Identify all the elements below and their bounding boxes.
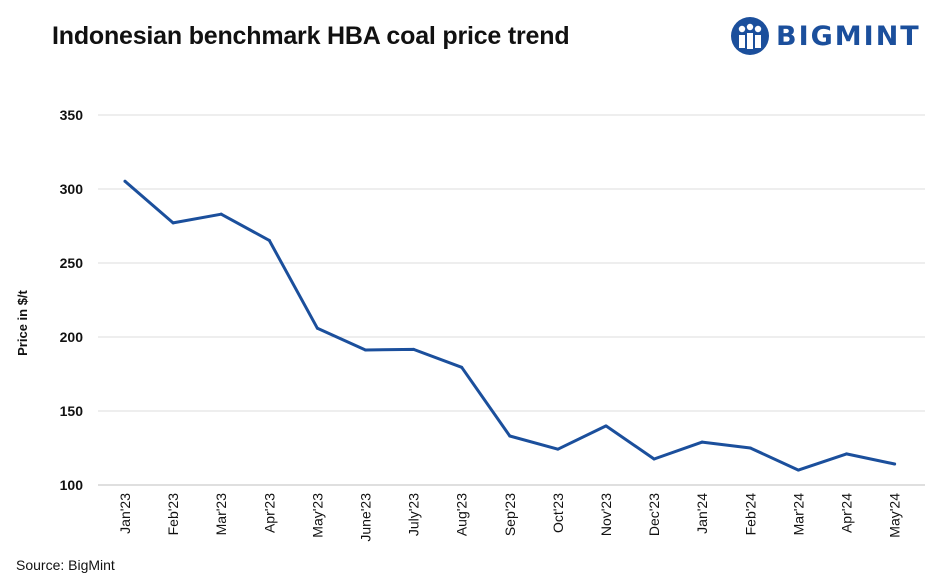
x-tick-label: Apr'24 — [839, 493, 855, 533]
x-tick-label: Oct'23 — [550, 493, 566, 533]
data-point — [171, 221, 175, 225]
data-point — [845, 452, 848, 456]
data-point — [604, 424, 608, 428]
y-tick-label: 150 — [60, 403, 84, 419]
y-axis-label: Price in $/t — [15, 289, 30, 355]
bigmint-logo-icon — [731, 17, 769, 55]
y-tick-label: 300 — [60, 181, 84, 197]
data-point — [652, 457, 656, 461]
data-point — [700, 440, 704, 444]
x-tick-label: Sep'23 — [502, 493, 518, 536]
data-point — [267, 238, 271, 242]
data-point — [219, 212, 223, 216]
y-tick-label: 350 — [60, 107, 84, 123]
brand-logo: BIGMINT — [730, 14, 921, 58]
data-point — [123, 179, 127, 183]
series-line — [123, 179, 897, 472]
data-point — [315, 326, 319, 330]
data-point — [460, 365, 464, 369]
x-tick-label: May'23 — [309, 493, 325, 538]
x-tick-label: Nov'23 — [598, 493, 614, 536]
x-tick-label: Feb'24 — [742, 493, 758, 536]
chart-title: Indonesian benchmark HBA coal price tren… — [52, 22, 570, 50]
data-point — [796, 468, 800, 472]
data-point — [556, 447, 560, 451]
x-tick-label: May'24 — [887, 493, 903, 538]
x-tick-label: Apr'23 — [261, 493, 277, 533]
data-point — [364, 348, 367, 352]
x-tick-label: Dec'23 — [646, 493, 662, 536]
y-tick-label: 100 — [60, 477, 84, 493]
x-tick-label: June'23 — [358, 493, 374, 542]
y-axis-ticks: 100 150 200 250 300 350 — [60, 107, 84, 493]
x-axis-ticks: Jan'23 Feb'23 Mar'23 Apr'23 May'23 June'23 Jul… — [117, 493, 903, 542]
data-point — [508, 434, 512, 438]
x-tick-label: Feb'23 — [165, 493, 181, 536]
data-point — [412, 347, 416, 351]
y-tick-label: 250 — [60, 255, 84, 271]
data-point — [893, 462, 897, 466]
x-tick-label: Aug'23 — [454, 493, 470, 536]
data-point — [748, 446, 752, 450]
series-layer — [123, 179, 897, 472]
x-tick-label: July'23 — [406, 493, 422, 536]
x-tick-label: Mar'23 — [213, 493, 229, 536]
grid-lines — [98, 114, 925, 486]
logo-text: BIGMINT — [776, 20, 921, 52]
x-tick-label: Jan'23 — [117, 493, 133, 534]
source-note: Source: BigMint — [16, 557, 115, 573]
y-tick-label: 200 — [60, 329, 84, 345]
x-tick-label: Jan'24 — [694, 493, 710, 534]
x-tick-label: Mar'24 — [790, 493, 806, 536]
